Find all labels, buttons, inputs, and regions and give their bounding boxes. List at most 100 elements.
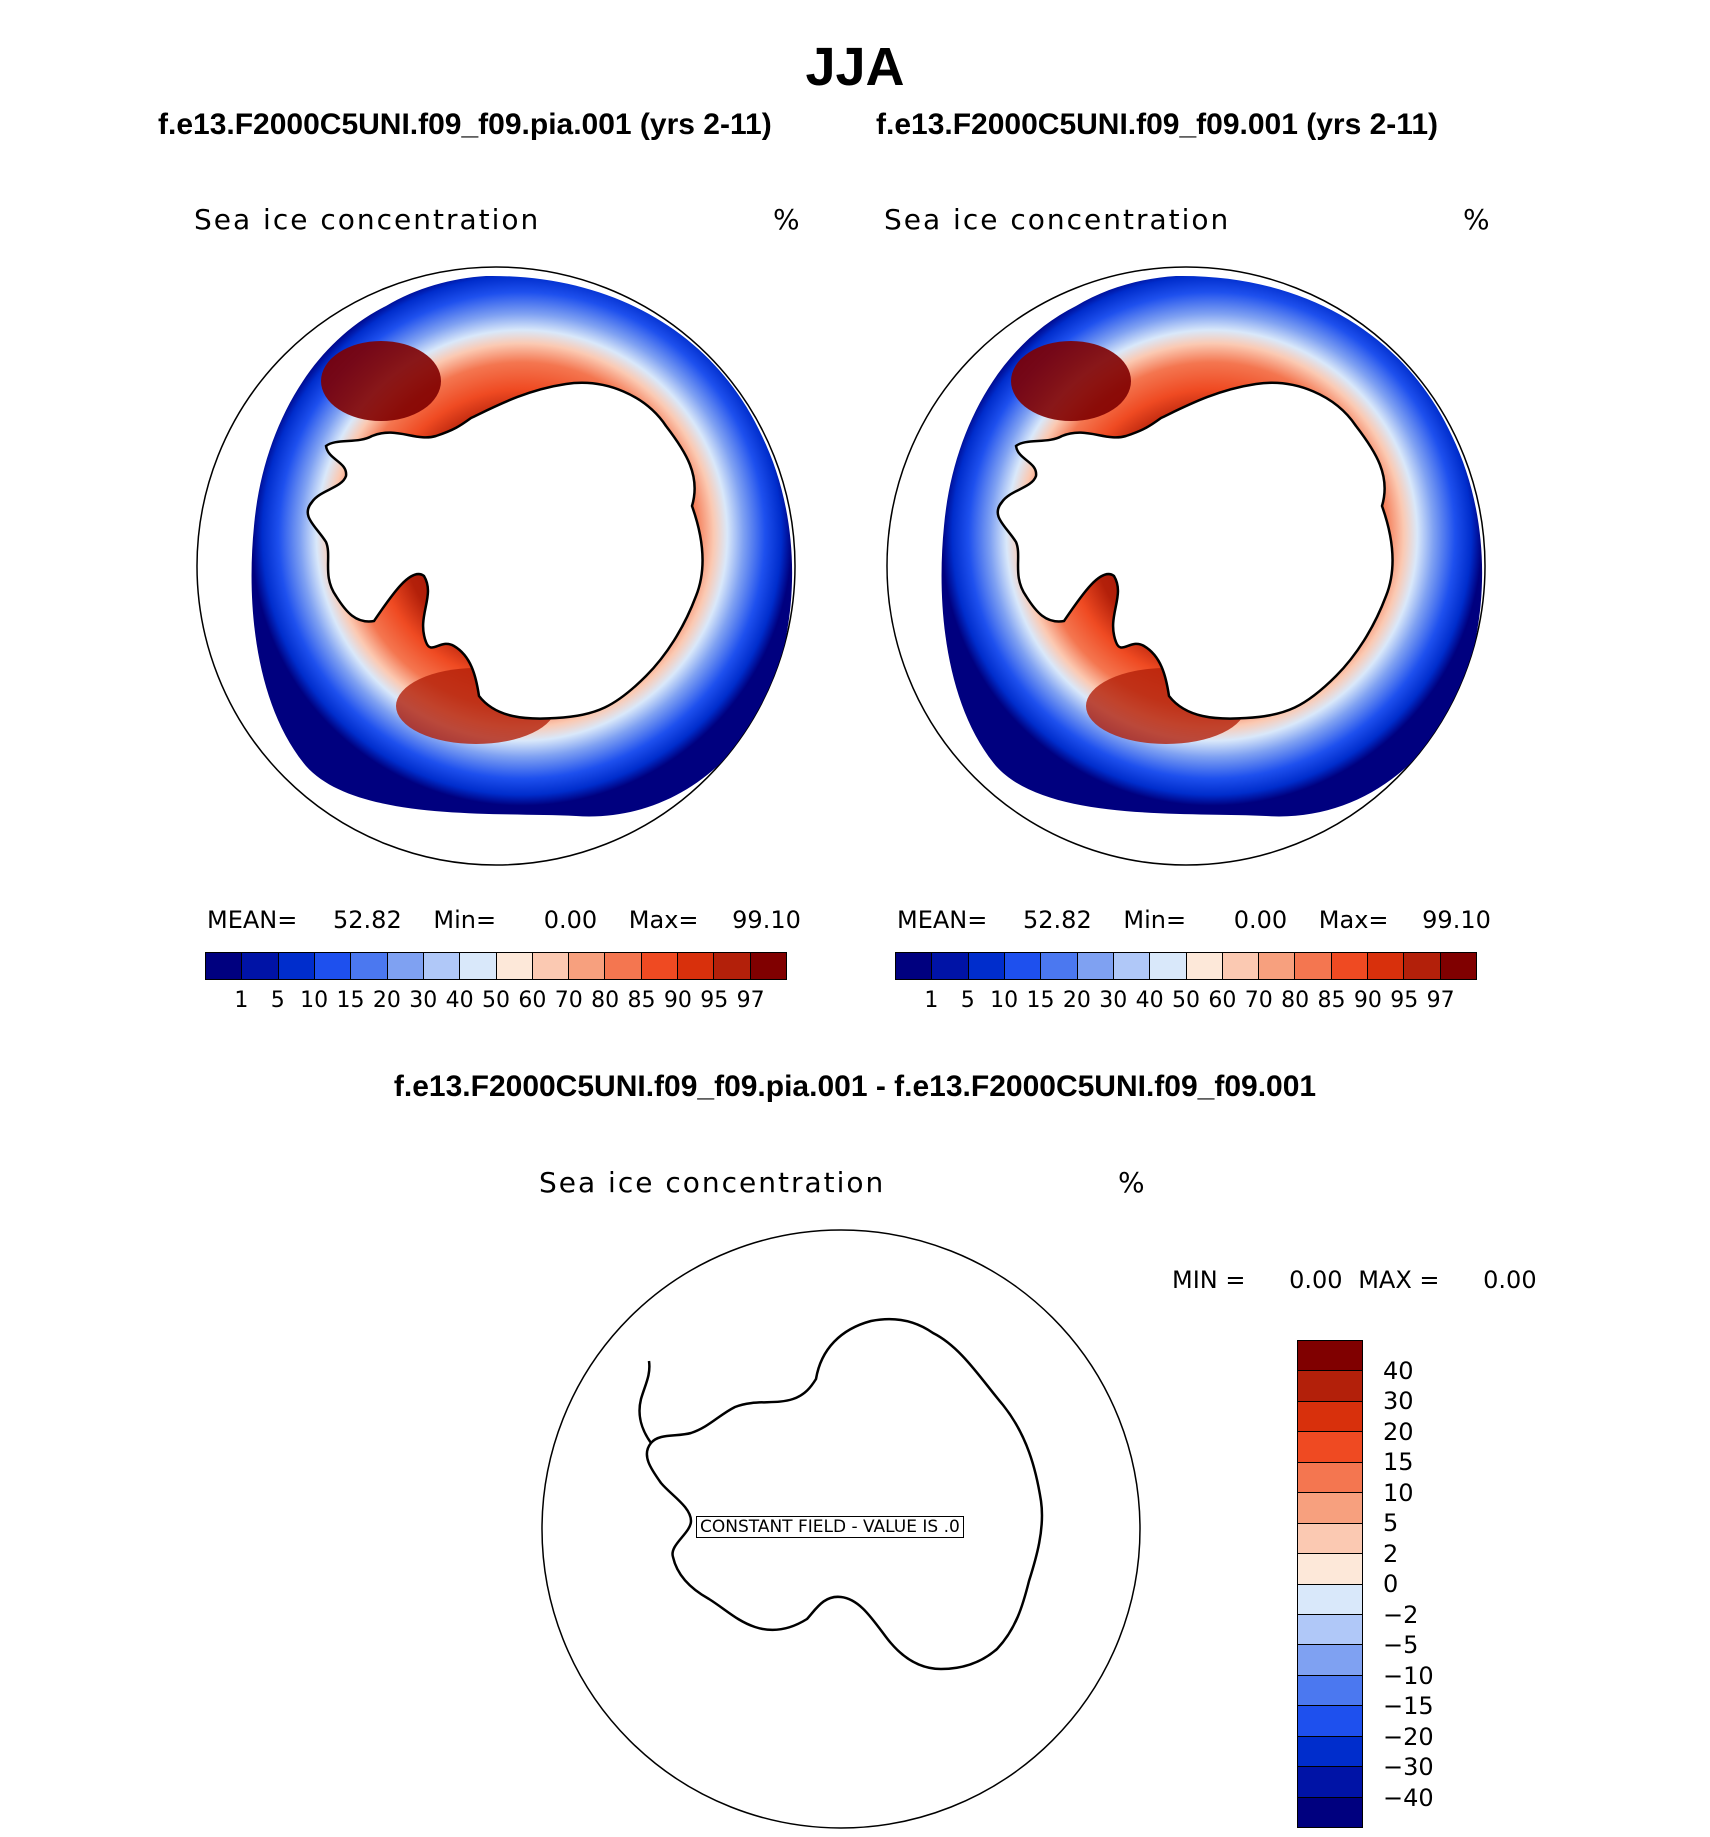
colorbar-box	[750, 953, 786, 979]
min-label: MIN =	[1172, 1266, 1246, 1294]
colorbar-tick-label: 5	[270, 988, 285, 1013]
colorbar-box	[1041, 953, 1078, 979]
mean-value: 52.82	[1023, 906, 1092, 934]
colorbar-tick-label: 20	[1383, 1417, 1414, 1446]
colorbar-ticks: 1 5 10 15 20 30 40 50 60 70 80 85 90 95 97	[895, 988, 1477, 1018]
colorbar-tick-label: 40	[1135, 988, 1164, 1013]
colorbar-box	[714, 953, 751, 979]
colorbar-box	[896, 953, 933, 979]
colorbar-tick-label: 0	[1383, 1570, 1399, 1598]
colorbar-tick-label: 95	[1390, 988, 1419, 1013]
colorbar-box	[1150, 953, 1187, 979]
colorbar-box	[206, 953, 243, 979]
right-unit-label: %	[1463, 203, 1490, 236]
colorbar-tick-label: 85	[1317, 988, 1346, 1013]
colorbar-tick-label: −40	[1383, 1783, 1434, 1812]
colorbar-box	[387, 953, 424, 979]
colorbar-box	[1298, 1705, 1362, 1736]
colorbar-tick-label: 1	[234, 988, 249, 1013]
left-sea-ice-map	[196, 266, 796, 866]
colorbar-box	[242, 953, 279, 979]
colorbar-tick-label: 80	[591, 988, 620, 1013]
colorbar-tick-label: 97	[1426, 988, 1455, 1013]
colorbar-boxes	[895, 952, 1477, 980]
difference-title: f.e13.F2000C5UNI.f09_f09.pia.001 - f.e13…	[393, 1070, 1317, 1103]
colorbar-box	[1298, 1613, 1362, 1645]
right-stats: MEAN= 52.82 Min= 0.00 Max= 99.10	[897, 906, 1491, 934]
constant-field-note: CONSTANT FIELD - VALUE IS .0	[696, 1516, 964, 1538]
colorbar-tick-label: 85	[627, 988, 656, 1013]
colorbar-tick-label: 60	[518, 988, 547, 1013]
colorbar-tick-label: 80	[1281, 988, 1310, 1013]
colorbar-tick-label: 70	[1244, 988, 1273, 1013]
max-label: MAX =	[1358, 1266, 1440, 1294]
colorbar-box	[1298, 1553, 1362, 1584]
colorbar-box	[1295, 953, 1332, 979]
right-case-title: f.e13.F2000C5UNI.f09_f09.001 (yrs 2-11)	[876, 108, 1439, 141]
colorbar-tick-label: 50	[482, 988, 510, 1013]
colorbar-tick-label: 40	[1383, 1356, 1414, 1385]
colorbar-box	[968, 953, 1005, 979]
colorbar-box	[1440, 953, 1476, 979]
colorbar-ticks: 1 5 10 15 20 30 40 50 60 70 80 85 90 95 97	[205, 988, 787, 1018]
colorbar-tick-label: 5	[960, 988, 975, 1013]
colorbar-tick-label: −15	[1383, 1692, 1434, 1720]
colorbar-box	[1298, 1796, 1362, 1827]
colorbar-tick-label: 15	[336, 988, 365, 1013]
colorbar-tick-label: 15	[1026, 988, 1055, 1013]
max-value: 99.10	[732, 906, 801, 934]
antarctic-peninsula	[638, 1360, 653, 1444]
colorbar-tick-label: −10	[1383, 1661, 1434, 1690]
colorbar-box	[1298, 1461, 1362, 1493]
left-stats: MEAN= 52.82 Min= 0.00 Max= 99.10	[207, 906, 801, 934]
colorbar-box	[932, 953, 969, 979]
left-field-label: Sea ice concentration	[194, 203, 541, 236]
colorbar-tick-label: 15	[1383, 1448, 1414, 1476]
difference-field-label: Sea ice concentration	[539, 1166, 886, 1199]
colorbar-box	[1186, 953, 1223, 979]
max-label: Max=	[1318, 906, 1389, 934]
colorbar-tick-label: 10	[990, 988, 1019, 1013]
left-colorbar: 1 5 10 15 20 30 40 50 60 70 80 85 90 95 97	[205, 952, 787, 1018]
min-value: 0.00	[1289, 1266, 1343, 1294]
colorbar-box	[1298, 1766, 1362, 1797]
colorbar-box	[1404, 953, 1441, 979]
min-value: 0.00	[543, 906, 598, 934]
colorbar-box	[678, 953, 715, 979]
colorbar-box	[1368, 953, 1405, 979]
colorbar-tick-label: 10	[300, 988, 329, 1013]
colorbar-tick-label: −2	[1383, 1600, 1419, 1629]
colorbar-box	[1298, 1400, 1362, 1432]
right-field-label: Sea ice concentration	[884, 203, 1231, 236]
colorbar-tick-label: 30	[1383, 1387, 1414, 1415]
colorbar-box	[1113, 953, 1151, 979]
weddell-max-ice	[1011, 341, 1131, 421]
colorbar-box	[1298, 1674, 1362, 1706]
colorbar-box	[423, 953, 461, 979]
colorbar-box	[641, 953, 679, 979]
colorbar-tick-label: 30	[409, 988, 438, 1013]
max-value: 0.00	[1483, 1266, 1537, 1294]
colorbar-box	[1298, 1431, 1362, 1462]
colorbar-tick-label: 95	[700, 988, 729, 1013]
colorbar-box	[496, 953, 533, 979]
colorbar-tick-label: −30	[1383, 1753, 1434, 1781]
colorbar-tick-label: −5	[1383, 1631, 1419, 1659]
antarctica-coastline	[996, 381, 1394, 720]
colorbar-box	[569, 953, 606, 979]
colorbar-tick-label: 97	[736, 988, 765, 1013]
colorbar-tick-label: 30	[1099, 988, 1128, 1013]
left-case-title: f.e13.F2000C5UNI.f09_f09.pia.001 (yrs 2-…	[158, 108, 772, 141]
colorbar-tick-label: 70	[554, 988, 583, 1013]
mean-label: MEAN=	[207, 906, 298, 934]
colorbar-tick-label: 2	[1383, 1539, 1399, 1568]
colorbar-tick-label: 60	[1208, 988, 1237, 1013]
colorbar-tick-label: 90	[1353, 988, 1382, 1013]
weddell-max-ice	[321, 341, 441, 421]
colorbar-box	[1298, 1370, 1362, 1401]
colorbar-box	[314, 953, 352, 979]
antarctica-coastline	[306, 381, 704, 720]
antarctica-coastline	[645, 1317, 1044, 1671]
colorbar-box	[460, 953, 497, 979]
colorbar-tick-label: 5	[1383, 1509, 1399, 1537]
